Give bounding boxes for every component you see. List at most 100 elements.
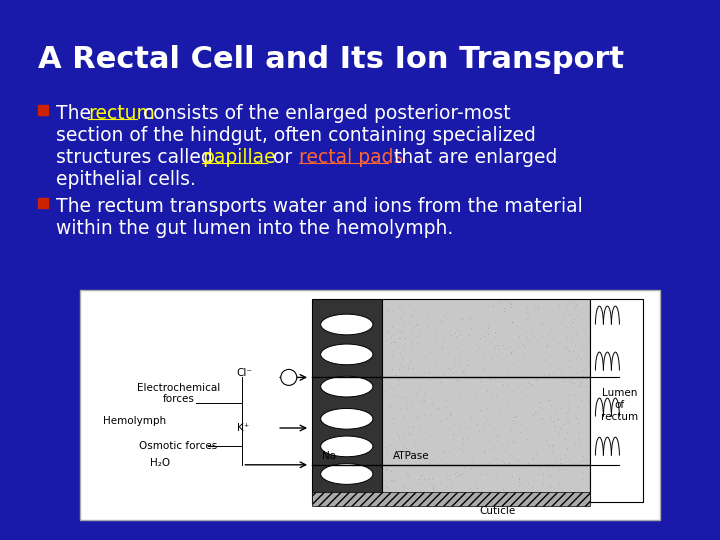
Point (438, 333, 449, 341)
Point (511, 428, 523, 436)
Point (542, 462, 554, 470)
Ellipse shape (320, 344, 373, 365)
Point (480, 445, 491, 454)
Point (441, 415, 453, 423)
Point (577, 366, 589, 374)
Point (505, 426, 516, 434)
Point (555, 424, 567, 433)
Point (546, 462, 558, 470)
Point (395, 404, 407, 413)
Point (516, 428, 527, 436)
Point (406, 363, 418, 372)
Point (557, 420, 569, 428)
Point (557, 376, 569, 385)
Point (413, 485, 425, 494)
Point (532, 303, 544, 312)
Point (400, 495, 412, 503)
Point (418, 475, 430, 483)
Point (543, 483, 554, 492)
Point (533, 457, 544, 466)
Point (388, 338, 400, 347)
Point (544, 471, 555, 480)
Point (408, 451, 420, 460)
Point (433, 492, 445, 501)
Point (468, 414, 480, 423)
Point (543, 460, 554, 468)
Point (570, 330, 582, 339)
Point (502, 366, 513, 375)
Point (541, 341, 552, 349)
Point (539, 370, 550, 379)
Point (454, 351, 466, 360)
Bar (80, 290, 660, 520)
Point (402, 401, 413, 410)
Point (415, 396, 427, 404)
Point (542, 329, 554, 338)
Point (544, 350, 555, 359)
Point (536, 469, 547, 477)
Point (552, 463, 564, 471)
Point (527, 410, 539, 419)
Point (521, 390, 532, 399)
Point (436, 415, 447, 424)
Point (534, 403, 545, 411)
Point (576, 340, 588, 349)
Point (406, 310, 418, 319)
Point (436, 330, 447, 339)
Point (541, 341, 552, 350)
Point (521, 383, 532, 392)
Point (562, 417, 573, 426)
Point (513, 474, 525, 483)
Point (479, 418, 490, 427)
Point (549, 427, 561, 436)
Point (415, 470, 426, 479)
Point (379, 443, 391, 451)
Point (457, 313, 469, 322)
Text: structures called: structures called (56, 148, 219, 167)
Point (523, 310, 534, 319)
Point (465, 412, 477, 421)
Point (521, 315, 532, 323)
Point (390, 484, 401, 493)
Point (503, 438, 514, 447)
Point (547, 442, 559, 451)
Point (413, 475, 424, 483)
Point (571, 354, 582, 363)
Point (385, 332, 397, 341)
Point (496, 325, 508, 334)
Point (471, 380, 482, 388)
Point (381, 444, 392, 453)
Point (454, 443, 466, 452)
Point (454, 488, 465, 496)
Point (510, 492, 522, 501)
Point (531, 485, 543, 494)
Point (564, 375, 576, 384)
Point (384, 440, 395, 449)
Point (575, 354, 587, 362)
Point (567, 347, 579, 355)
Point (393, 334, 405, 342)
Point (572, 435, 584, 444)
Point (447, 430, 459, 439)
Point (402, 363, 413, 372)
Point (567, 322, 578, 331)
Point (554, 479, 565, 488)
Point (453, 327, 464, 336)
Point (565, 332, 577, 341)
Ellipse shape (320, 464, 373, 484)
Point (502, 381, 513, 390)
Point (575, 378, 587, 387)
Point (570, 304, 581, 313)
Point (519, 342, 531, 351)
Point (575, 381, 586, 389)
Point (492, 335, 503, 343)
Point (498, 380, 509, 388)
Point (536, 433, 547, 441)
Point (461, 446, 472, 455)
Point (393, 373, 405, 382)
Point (384, 471, 395, 480)
Point (468, 468, 480, 476)
Point (544, 379, 555, 387)
Point (505, 342, 516, 351)
Point (406, 339, 418, 347)
